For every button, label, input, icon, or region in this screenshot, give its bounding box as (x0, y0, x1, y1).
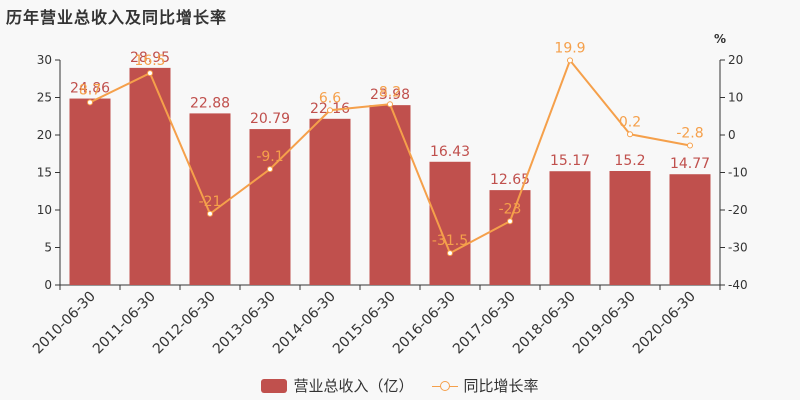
growth-value-label: 16.5 (134, 53, 165, 69)
revenue-bar[interactable] (549, 171, 591, 285)
x-tick-label: 2012-06-30 (150, 289, 219, 358)
legend-item-growth[interactable]: 同比增长率 (431, 375, 539, 396)
growth-point[interactable] (267, 166, 273, 173)
x-tick-label: 2016-06-30 (390, 289, 459, 358)
combo-chart: 0 5 10 15 20 25 30 -40 -30 -20 -10 0 10 20% 2010-06-30… (30, 32, 748, 358)
x-tick-label: 2017-06-30 (450, 289, 519, 358)
growth-point[interactable] (507, 218, 513, 225)
x-tick-label: 2011-06-30 (90, 289, 159, 358)
growth-value-label: 0.2 (619, 114, 641, 130)
revenue-value-label: 15.17 (550, 153, 590, 169)
chart-legend: 营业总收入（亿） 同比增长率 (0, 375, 800, 396)
x-tick-label: 2018-06-30 (510, 289, 579, 358)
x-tick-label: 2014-06-30 (270, 289, 339, 358)
growth-point[interactable] (207, 210, 213, 217)
bar-swatch-icon (261, 378, 288, 393)
x-tick-label: 2020-06-30 (630, 289, 699, 358)
growth-value-label: 8.2 (379, 84, 401, 100)
revenue-value-label: 20.79 (250, 111, 290, 127)
revenue-value-label: 14.77 (670, 156, 710, 172)
revenue-value-label: 15.2 (614, 153, 645, 169)
chart-title: 历年营业总收入及同比增长率 (6, 8, 228, 27)
growth-value-label: 6.6 (319, 90, 341, 106)
revenue-value-label: 12.65 (490, 172, 530, 188)
growth-point[interactable] (627, 131, 633, 138)
left-tick-label: 20 (37, 128, 52, 142)
revenue-bar[interactable] (429, 161, 471, 285)
revenue-bar[interactable] (69, 98, 111, 285)
right-tick-label: -40 (728, 278, 748, 292)
right-tick-label: 20 (728, 53, 743, 67)
growth-point[interactable] (147, 70, 153, 77)
x-tick-label: 2010-06-30 (30, 289, 99, 358)
legend-label-growth: 同比增长率 (463, 377, 539, 395)
growth-value-label: -23 (499, 201, 522, 217)
revenue-value-label: 28.95 (130, 50, 170, 66)
growth-point[interactable] (327, 107, 333, 114)
growth-point[interactable] (447, 250, 453, 257)
x-tick-label: 2019-06-30 (570, 289, 639, 358)
legend-label-revenue: 营业总收入（亿） (293, 377, 414, 395)
growth-value-label: -9.1 (256, 149, 283, 165)
revenue-value-label: 24.86 (70, 81, 110, 97)
right-tick-label: -20 (728, 203, 748, 217)
growth-value-label: -2.8 (676, 126, 703, 142)
line-marker-icon (431, 379, 458, 393)
x-tick-label: 2015-06-30 (330, 289, 399, 358)
left-tick-label: 25 (37, 91, 52, 105)
growth-value-label: -21 (199, 194, 222, 210)
right-tick-label: -30 (728, 241, 748, 255)
revenue-bar[interactable] (369, 105, 411, 286)
revenue-bar[interactable] (669, 174, 711, 285)
revenue-bar[interactable] (609, 171, 651, 285)
revenue-bar[interactable] (309, 118, 351, 285)
growth-value-label: -31.5 (432, 233, 468, 249)
x-tick-label: 2013-06-30 (210, 289, 279, 358)
revenue-value-label: 16.43 (430, 144, 470, 160)
left-tick-label: 0 (44, 278, 52, 292)
revenue-value-label: 22.88 (190, 95, 230, 111)
growth-point[interactable] (567, 57, 573, 64)
revenue-bar[interactable] (189, 113, 231, 286)
growth-value-label: 8.7 (79, 82, 101, 98)
growth-point[interactable] (687, 142, 693, 149)
right-tick-label: -10 (728, 166, 748, 180)
right-axis-unit: % (714, 32, 726, 46)
legend-item-revenue[interactable]: 营业总收入（亿） (261, 375, 414, 396)
revenue-value-label: 23.98 (370, 87, 410, 103)
left-tick-label: 30 (37, 53, 52, 67)
left-tick-label: 5 (44, 241, 52, 255)
revenue-bar[interactable] (489, 190, 531, 285)
growth-point[interactable] (387, 101, 393, 108)
growth-value-label: 19.9 (554, 40, 585, 56)
right-tick-label: 0 (728, 128, 736, 142)
left-tick-label: 10 (37, 203, 52, 217)
left-tick-label: 15 (37, 166, 52, 180)
revenue-bar[interactable] (129, 67, 171, 285)
growth-point[interactable] (87, 99, 93, 106)
right-tick-label: 10 (728, 91, 743, 105)
